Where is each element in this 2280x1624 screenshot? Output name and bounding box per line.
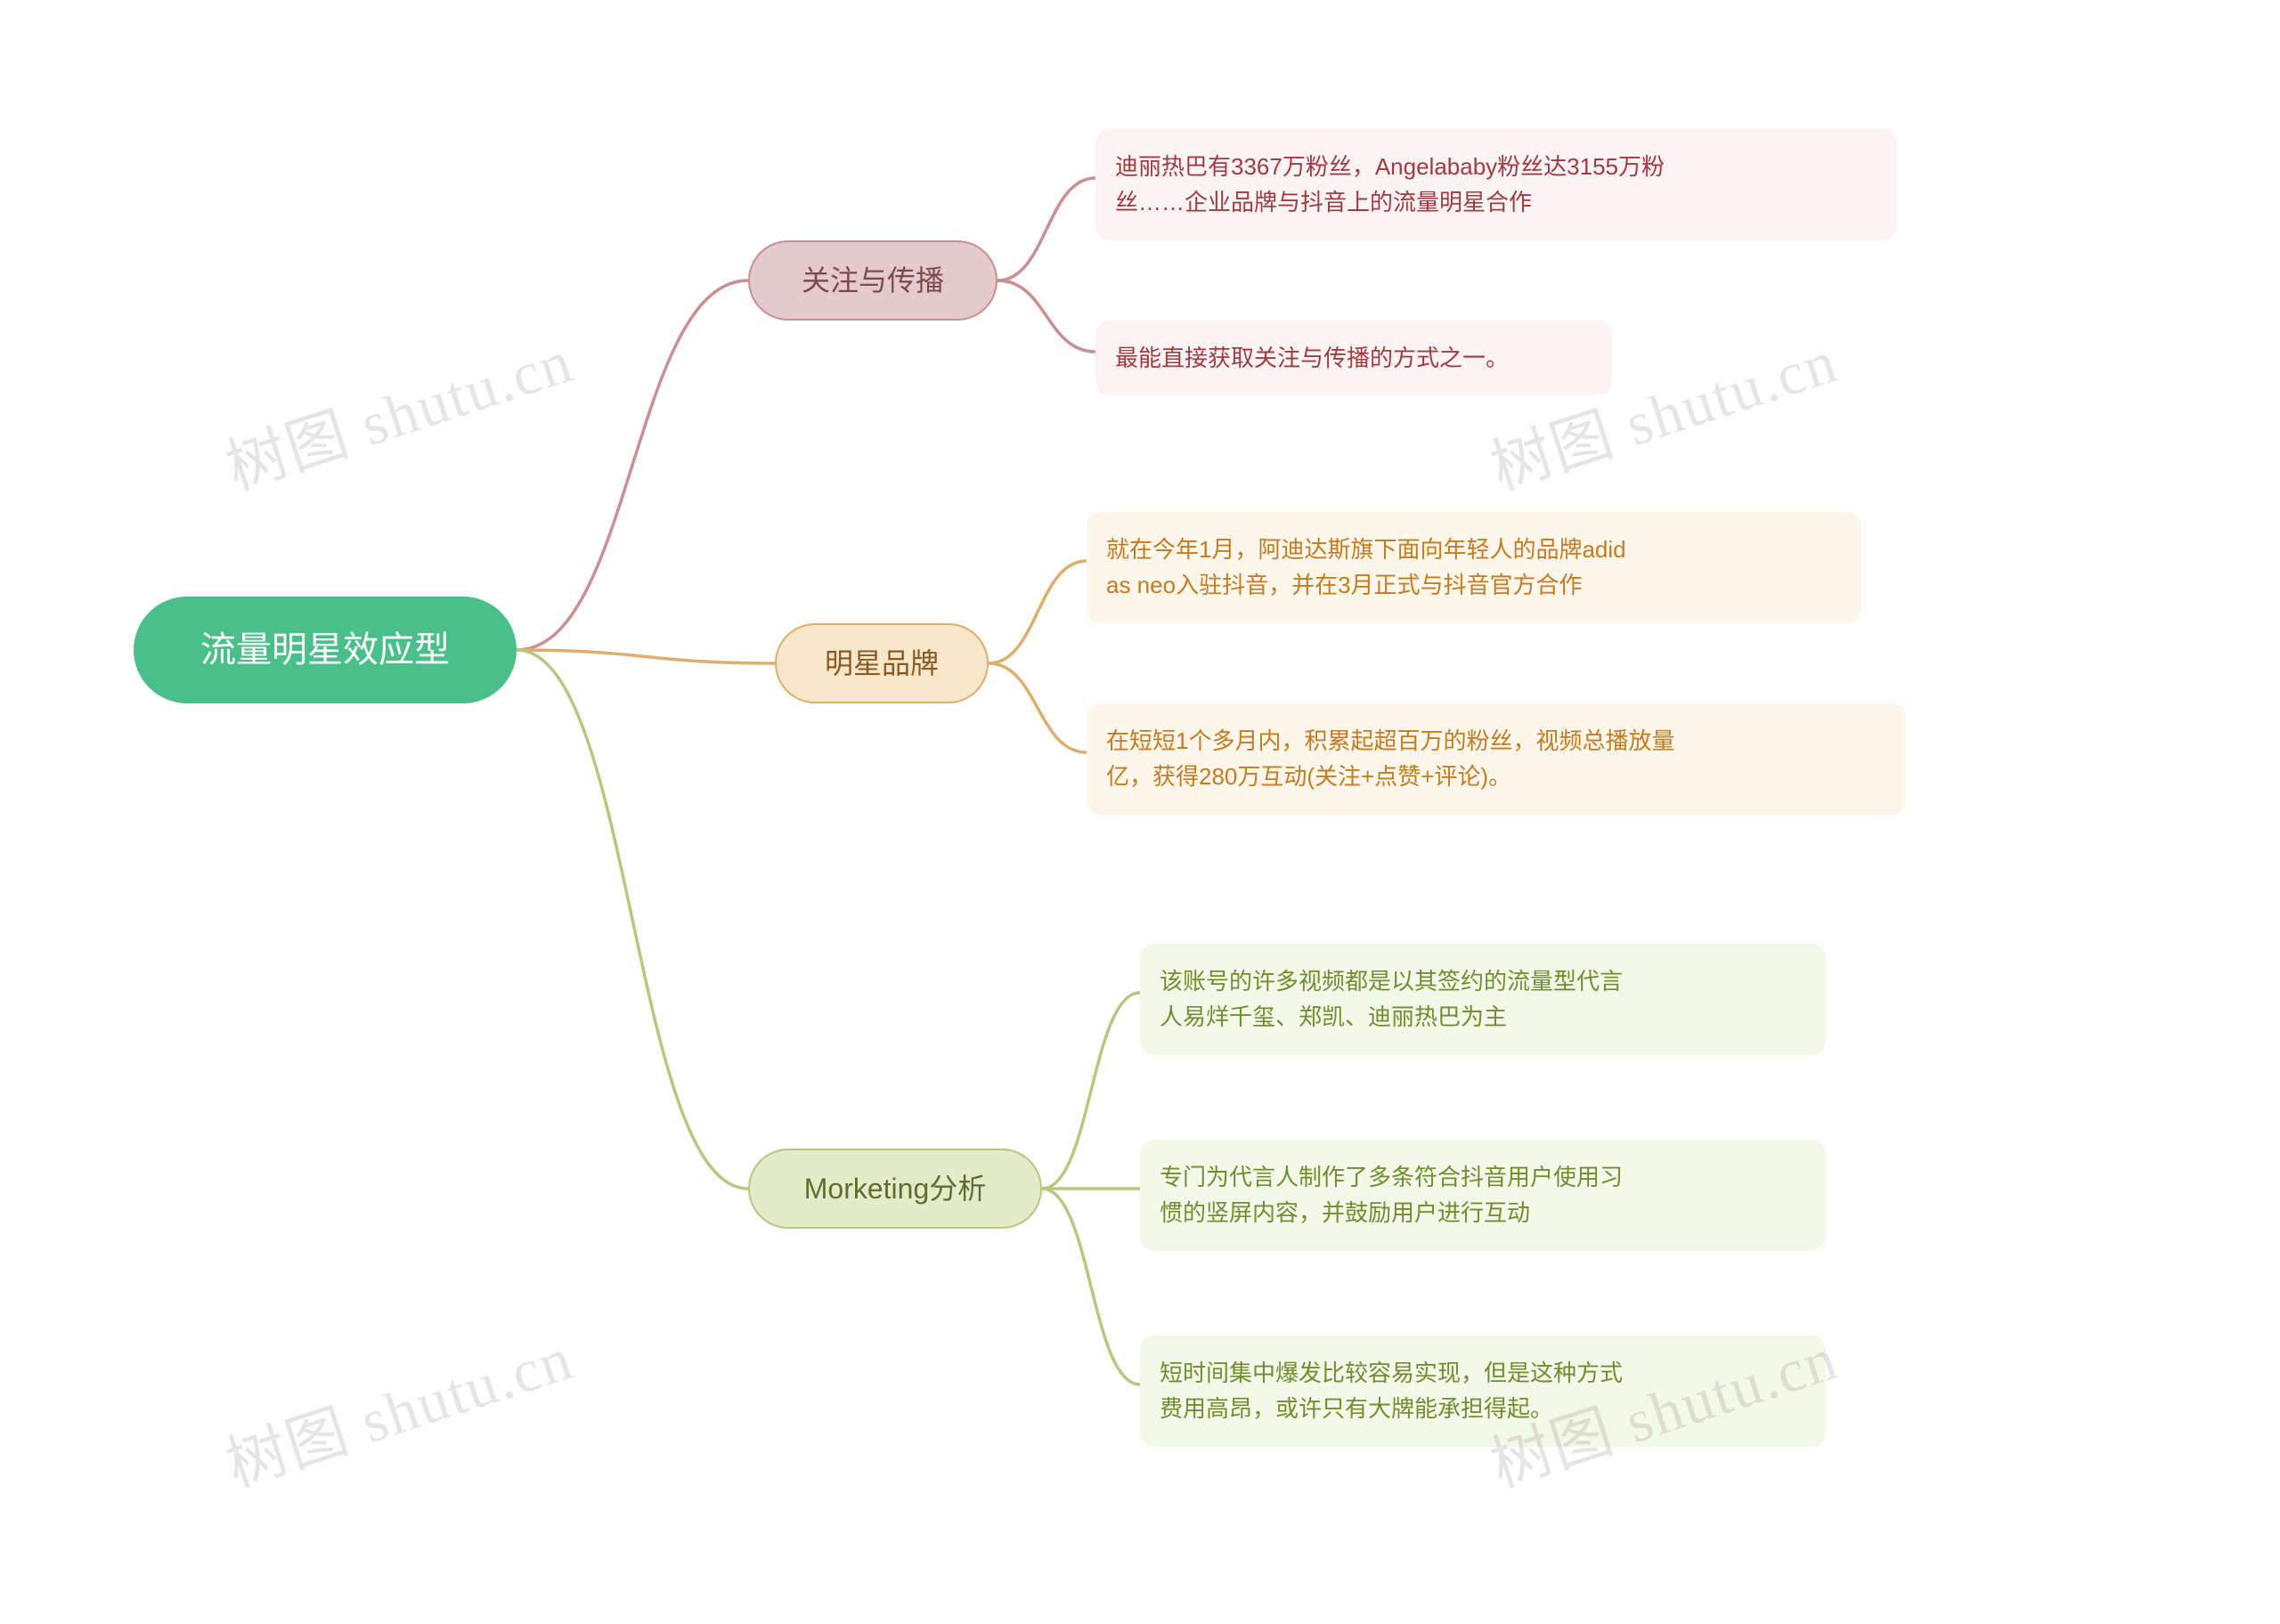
- leaf-text: 迪丽热巴有3367万粉丝，Angelababy粉丝达3155万粉丝……企业品牌与…: [1115, 149, 1665, 221]
- watermark: 树图 shutu.cn: [213, 1309, 582, 1504]
- leaf-text: 该账号的许多视频都是以其签约的流量型代言人易烊千玺、郑凯、迪丽热巴为主: [1160, 963, 1623, 1035]
- leaf-text: 专门为代言人制作了多条符合抖音用户使用习惯的竖屏内容，并鼓励用户进行互动: [1160, 1159, 1623, 1231]
- branch-node-b3[interactable]: Morketing分析: [748, 1149, 1042, 1229]
- leaf-b1l2[interactable]: 最能直接获取关注与传播的方式之一。: [1095, 321, 1612, 395]
- branch-label: 明星品牌: [825, 642, 939, 685]
- leaf-b2l2[interactable]: 在短短1个多月内，积累起超百万的粉丝，视频总播放量亿，获得280万互动(关注+点…: [1087, 703, 1906, 815]
- mindmap-root[interactable]: 流量明星效应型: [134, 597, 517, 703]
- watermark: 树图 shutu.cn: [213, 312, 582, 507]
- leaf-text: 最能直接获取关注与传播的方式之一。: [1115, 340, 1509, 376]
- branch-node-b1[interactable]: 关注与传播: [748, 240, 998, 321]
- leaf-b1l1[interactable]: 迪丽热巴有3367万粉丝，Angelababy粉丝达3155万粉丝……企业品牌与…: [1095, 129, 1897, 240]
- branch-node-b2[interactable]: 明星品牌: [775, 623, 989, 703]
- branch-label: Morketing分析: [804, 1167, 987, 1210]
- branch-label: 关注与传播: [802, 259, 944, 302]
- leaf-b2l1[interactable]: 就在今年1月，阿迪达斯旗下面向年轻人的品牌adidas neo入驻抖音，并在3月…: [1087, 512, 1861, 623]
- root-label: 流量明星效应型: [200, 623, 450, 677]
- leaf-text: 在短短1个多月内，积累起超百万的粉丝，视频总播放量亿，获得280万互动(关注+点…: [1106, 723, 1674, 795]
- leaf-b3l1[interactable]: 该账号的许多视频都是以其签约的流量型代言人易烊千玺、郑凯、迪丽热巴为主: [1140, 944, 1826, 1055]
- leaf-text: 就在今年1月，阿迪达斯旗下面向年轻人的品牌adidas neo入驻抖音，并在3月…: [1106, 532, 1626, 604]
- leaf-b3l2[interactable]: 专门为代言人制作了多条符合抖音用户使用习惯的竖屏内容，并鼓励用户进行互动: [1140, 1140, 1826, 1251]
